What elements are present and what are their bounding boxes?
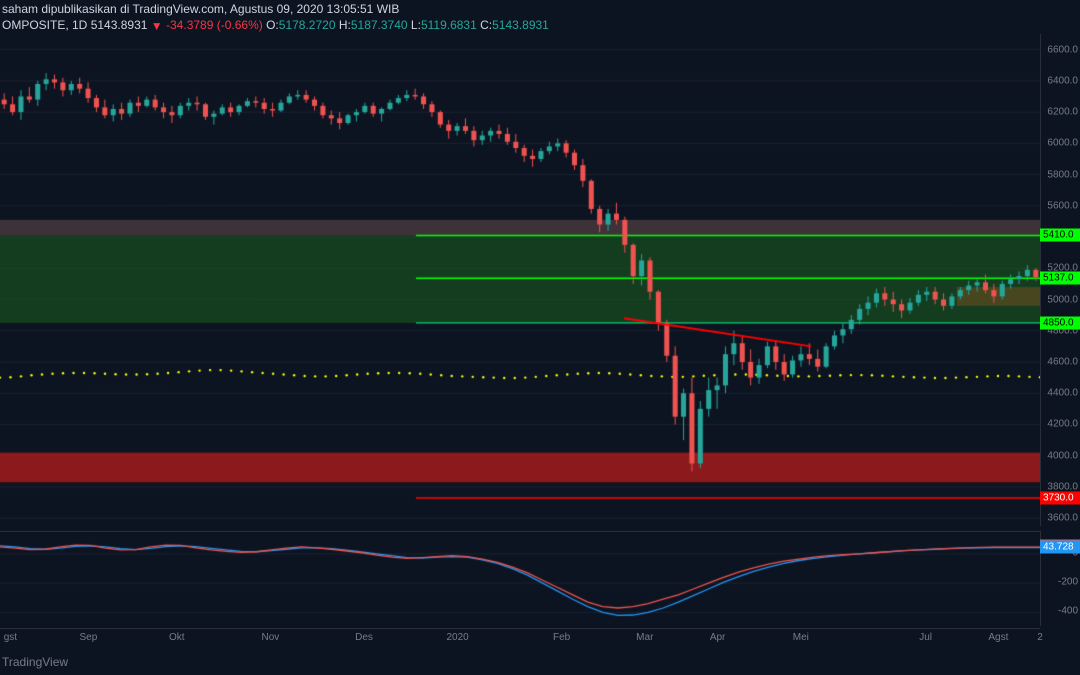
c-value: 5143.8931 bbox=[492, 18, 549, 32]
price-tick: 4000.0 bbox=[1047, 450, 1078, 461]
change-pct: (-0.66%) bbox=[217, 18, 263, 32]
time-tick: Apr bbox=[710, 632, 726, 643]
price-tick: 3600.0 bbox=[1047, 513, 1078, 524]
price-tick: 6200.0 bbox=[1047, 107, 1078, 118]
indicator-y-axis[interactable]: -400-200047.20543.728 bbox=[1040, 531, 1080, 626]
time-tick: gst bbox=[4, 632, 17, 643]
time-tick: Mar bbox=[636, 632, 653, 643]
price-tick: 6400.0 bbox=[1047, 75, 1078, 86]
price-level-marker: 5137.0 bbox=[1040, 272, 1080, 285]
change-abs: -34.3789 bbox=[166, 18, 213, 32]
price-tick: 5800.0 bbox=[1047, 169, 1078, 180]
time-tick: Sep bbox=[79, 632, 97, 643]
tradingview-watermark: TradingView bbox=[2, 655, 68, 669]
time-tick: Jul bbox=[919, 632, 932, 643]
l-value: 5119.6831 bbox=[421, 18, 477, 32]
time-tick: Feb bbox=[553, 632, 570, 643]
last-price: 5143.8931 bbox=[91, 18, 148, 32]
price-tick: 4400.0 bbox=[1047, 388, 1078, 399]
price-level-marker: 3730.0 bbox=[1040, 491, 1080, 504]
indicator-tick: -200 bbox=[1058, 577, 1078, 588]
time-tick: 2020 bbox=[446, 632, 468, 643]
o-label: O: bbox=[266, 18, 279, 32]
price-tick: 6600.0 bbox=[1047, 44, 1078, 55]
time-x-axis[interactable]: gst Sep Okt Nov Des 2020 Feb Mar Apr Mei Jul Agst 2 bbox=[0, 628, 1040, 648]
price-chart[interactable] bbox=[0, 34, 1040, 526]
time-tick: Okt bbox=[169, 632, 185, 643]
symbol-interval: OMPOSITE, 1D bbox=[2, 18, 87, 32]
price-tick: 5000.0 bbox=[1047, 294, 1078, 305]
price-tick: 5600.0 bbox=[1047, 200, 1078, 211]
price-level-marker: 4850.0 bbox=[1040, 316, 1080, 329]
price-tick: 4200.0 bbox=[1047, 419, 1078, 430]
time-tick: Mei bbox=[793, 632, 809, 643]
price-tick: 4600.0 bbox=[1047, 357, 1078, 368]
direction-icon: ▼ bbox=[151, 19, 163, 33]
publish-info: saham dipublikasikan di TradingView.com,… bbox=[2, 2, 399, 16]
price-tick: 6000.0 bbox=[1047, 138, 1078, 149]
time-tick: Agst bbox=[988, 632, 1008, 643]
ohlc-bar: OMPOSITE, 1D 5143.8931 ▼ -34.3789 (-0.66… bbox=[2, 18, 549, 32]
indicator-pane[interactable] bbox=[0, 531, 1040, 626]
time-tick: Nov bbox=[261, 632, 279, 643]
o-value: 5178.2720 bbox=[279, 18, 336, 32]
indicator-tick: -400 bbox=[1058, 606, 1078, 617]
indicator-value-marker: 43.728 bbox=[1040, 540, 1080, 553]
h-value: 5187.3740 bbox=[351, 18, 408, 32]
c-label: C: bbox=[480, 18, 492, 32]
price-y-axis[interactable]: 3600.03800.04000.04200.04400.04600.04800… bbox=[1040, 34, 1080, 526]
time-tick: Des bbox=[355, 632, 373, 643]
price-level-marker: 5410.0 bbox=[1040, 229, 1080, 242]
time-tick: 2 bbox=[1037, 632, 1043, 643]
l-label: L: bbox=[411, 18, 421, 32]
h-label: H: bbox=[339, 18, 351, 32]
